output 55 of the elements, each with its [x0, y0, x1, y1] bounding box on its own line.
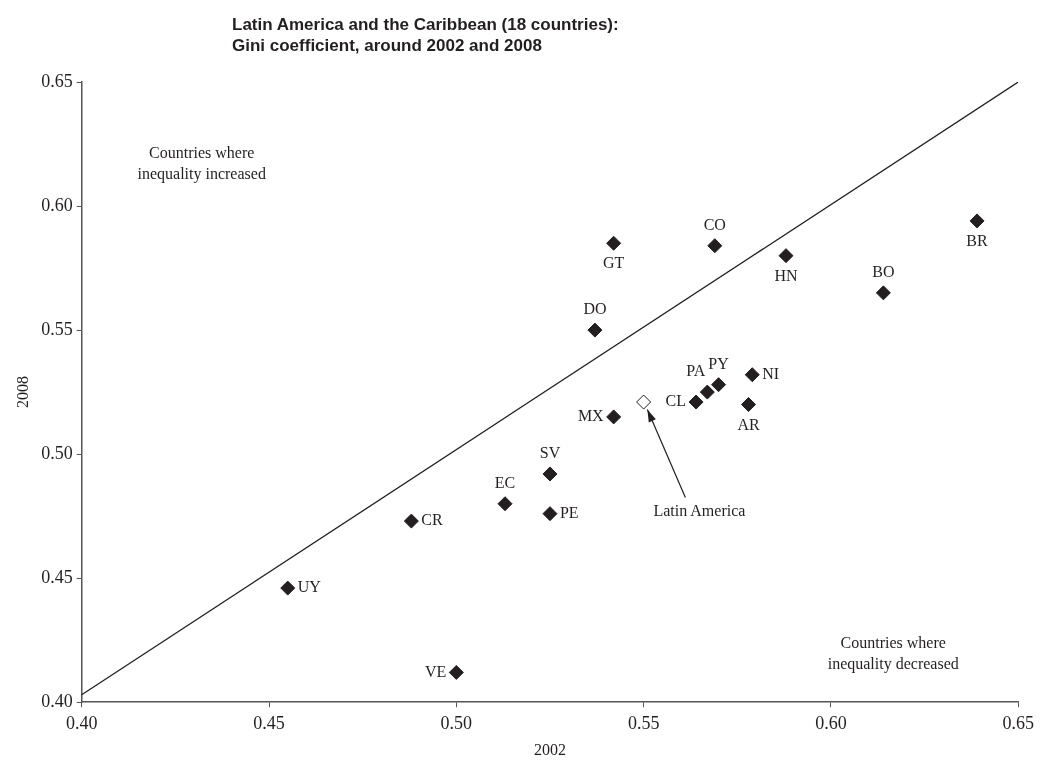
point	[741, 397, 757, 412]
point	[497, 496, 513, 512]
y-tick-label: 0.65	[41, 70, 73, 91]
annotation: DO	[583, 300, 607, 318]
point	[969, 213, 985, 229]
point	[707, 238, 723, 254]
point	[587, 322, 603, 338]
y-tick-label: 0.50	[41, 442, 73, 463]
annotation: MX	[577, 407, 605, 425]
annotation: NI	[762, 364, 780, 382]
annotation: CO	[703, 215, 726, 233]
annotation: Latin America	[653, 501, 746, 519]
point	[542, 506, 558, 522]
annotation: EC	[494, 473, 516, 491]
point	[778, 248, 794, 264]
point	[744, 367, 760, 383]
annotation: CR	[421, 511, 444, 529]
point	[403, 513, 419, 529]
annotation: Countries where inequality increased	[136, 143, 267, 184]
x-tick-label: 0.40	[65, 712, 98, 733]
annotation: BR	[966, 232, 989, 250]
x-tick-label: 0.65	[1002, 712, 1034, 733]
point	[711, 377, 727, 393]
annotation: UY	[297, 578, 322, 596]
y-tick-label: 0.55	[41, 318, 73, 339]
point	[280, 580, 296, 596]
point	[606, 409, 622, 425]
annotation: AR	[737, 415, 760, 433]
x-axis-title: 2002	[533, 740, 566, 758]
annotation: Countries where inequality decreased	[826, 633, 960, 675]
annotation: PY	[708, 354, 730, 372]
point	[542, 466, 558, 482]
annotation: CL	[665, 392, 687, 410]
y-tick-label: 0.40	[41, 690, 73, 711]
annotation: BO	[872, 263, 895, 281]
annotation: GT	[603, 254, 625, 272]
x-tick-label: 0.50	[440, 712, 473, 733]
point	[606, 235, 622, 251]
point	[875, 285, 891, 301]
y-axis-title: 2008	[13, 376, 31, 409]
annotation: VE	[424, 662, 447, 680]
y-tick-label: 0.60	[41, 194, 73, 215]
point	[636, 394, 652, 410]
point	[448, 664, 464, 680]
point	[688, 394, 704, 410]
y-tick-label: 0.45	[41, 566, 73, 587]
annotation: PE	[559, 503, 579, 521]
point	[699, 384, 715, 400]
chart-title: Latin America and the Caribbean (18 countries): Gini coefficient, around 2002 and 2008	[232, 14, 619, 56]
annotation: SV	[539, 444, 561, 462]
annotation: HN	[774, 266, 798, 284]
x-tick-label: 0.60	[815, 712, 847, 733]
annotation: PA	[686, 362, 706, 380]
x-tick-label: 0.55	[627, 712, 660, 733]
x-tick-label: 0.45	[253, 712, 285, 733]
